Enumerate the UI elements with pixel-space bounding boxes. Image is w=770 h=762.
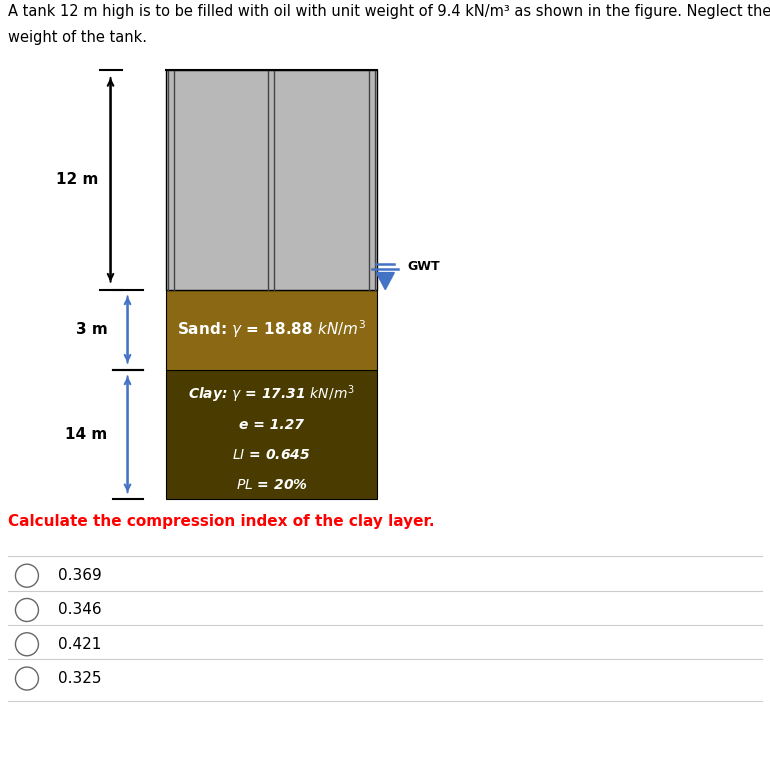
Text: GWT: GWT xyxy=(407,260,440,273)
Text: 12 m: 12 m xyxy=(56,172,99,187)
Polygon shape xyxy=(166,70,377,290)
Text: $\mathit{PL}$ = 20%: $\mathit{PL}$ = 20% xyxy=(236,478,307,491)
Text: Sand: $\mathit{\gamma}$ = 18.88 $\mathit{kN/m^3}$: Sand: $\mathit{\gamma}$ = 18.88 $\mathit… xyxy=(177,319,366,341)
Text: weight of the tank.: weight of the tank. xyxy=(8,30,147,46)
Text: 0.421: 0.421 xyxy=(58,637,101,652)
Text: 0.369: 0.369 xyxy=(58,568,102,583)
Text: 0.325: 0.325 xyxy=(58,671,101,686)
Text: Calculate the compression index of the clay layer.: Calculate the compression index of the c… xyxy=(8,514,434,530)
Text: 0.346: 0.346 xyxy=(58,603,102,617)
Text: 3 m: 3 m xyxy=(75,322,108,337)
Polygon shape xyxy=(166,370,377,499)
Text: Clay: $\mathit{\gamma}$ = 17.31 $\mathit{kN/m^3}$: Clay: $\mathit{\gamma}$ = 17.31 $\mathit… xyxy=(188,384,355,405)
Text: e = 1.27: e = 1.27 xyxy=(239,418,304,431)
Text: A tank 12 m high is to be filled with oil with unit weight of 9.4 kN/m³ as shown: A tank 12 m high is to be filled with oi… xyxy=(8,4,770,19)
Text: $\mathit{LI}$ = 0.645: $\mathit{LI}$ = 0.645 xyxy=(233,447,310,462)
Polygon shape xyxy=(377,273,394,290)
Text: 14 m: 14 m xyxy=(65,427,108,442)
Text: $\mathit{MC}$ = 40%: $\mathit{MC}$ = 40% xyxy=(233,507,310,521)
Polygon shape xyxy=(166,290,377,370)
